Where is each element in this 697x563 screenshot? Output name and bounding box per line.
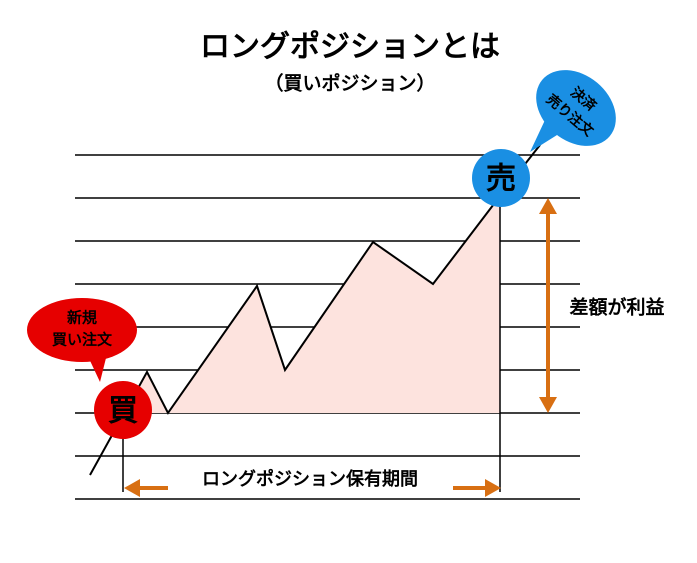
price-line xyxy=(89,144,541,476)
buy-bubble-text: 買い注文 xyxy=(52,331,113,349)
label-bg xyxy=(168,468,453,492)
sell-marker-circle xyxy=(472,149,530,207)
title: ロングポジションとは xyxy=(200,30,500,65)
sell-bubble: 決済 売り注文 xyxy=(530,70,616,152)
sell-marker: 売 xyxy=(486,162,516,197)
profit-label: 差額が利益 xyxy=(569,296,664,319)
buy-bubble: 新規 買い注文 xyxy=(27,298,137,382)
profit-arrow xyxy=(539,198,557,413)
buy-marker: 買 xyxy=(108,394,138,429)
buy-bubble-text: 新規 xyxy=(67,309,97,327)
buy-marker-circle xyxy=(94,381,152,439)
subtitle: （買いポジション） xyxy=(264,72,435,95)
profit-area xyxy=(132,196,500,413)
period-label: ロングポジション保有期間 xyxy=(202,468,418,490)
